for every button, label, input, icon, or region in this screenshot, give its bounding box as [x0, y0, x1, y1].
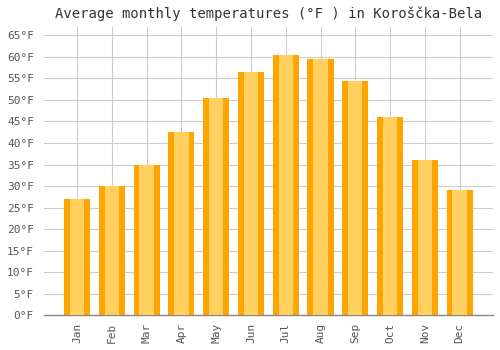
- Bar: [70, 199, 84, 315]
- Bar: [99, 186, 125, 315]
- Bar: [446, 190, 472, 315]
- Bar: [418, 160, 432, 315]
- Bar: [348, 80, 362, 315]
- Bar: [342, 80, 368, 315]
- Bar: [134, 164, 160, 315]
- Bar: [244, 72, 258, 315]
- Bar: [272, 55, 299, 315]
- Bar: [64, 199, 90, 315]
- Bar: [452, 190, 467, 315]
- Bar: [377, 117, 403, 315]
- Bar: [174, 132, 188, 315]
- Bar: [203, 98, 229, 315]
- Title: Average monthly temperatures (°F ) in Koroščka-Bela: Average monthly temperatures (°F ) in Ko…: [55, 7, 482, 21]
- Bar: [140, 164, 154, 315]
- Bar: [383, 117, 397, 315]
- Bar: [308, 59, 334, 315]
- Bar: [238, 72, 264, 315]
- Bar: [314, 59, 328, 315]
- Bar: [278, 55, 293, 315]
- Bar: [209, 98, 224, 315]
- Bar: [104, 186, 119, 315]
- Bar: [412, 160, 438, 315]
- Bar: [168, 132, 194, 315]
